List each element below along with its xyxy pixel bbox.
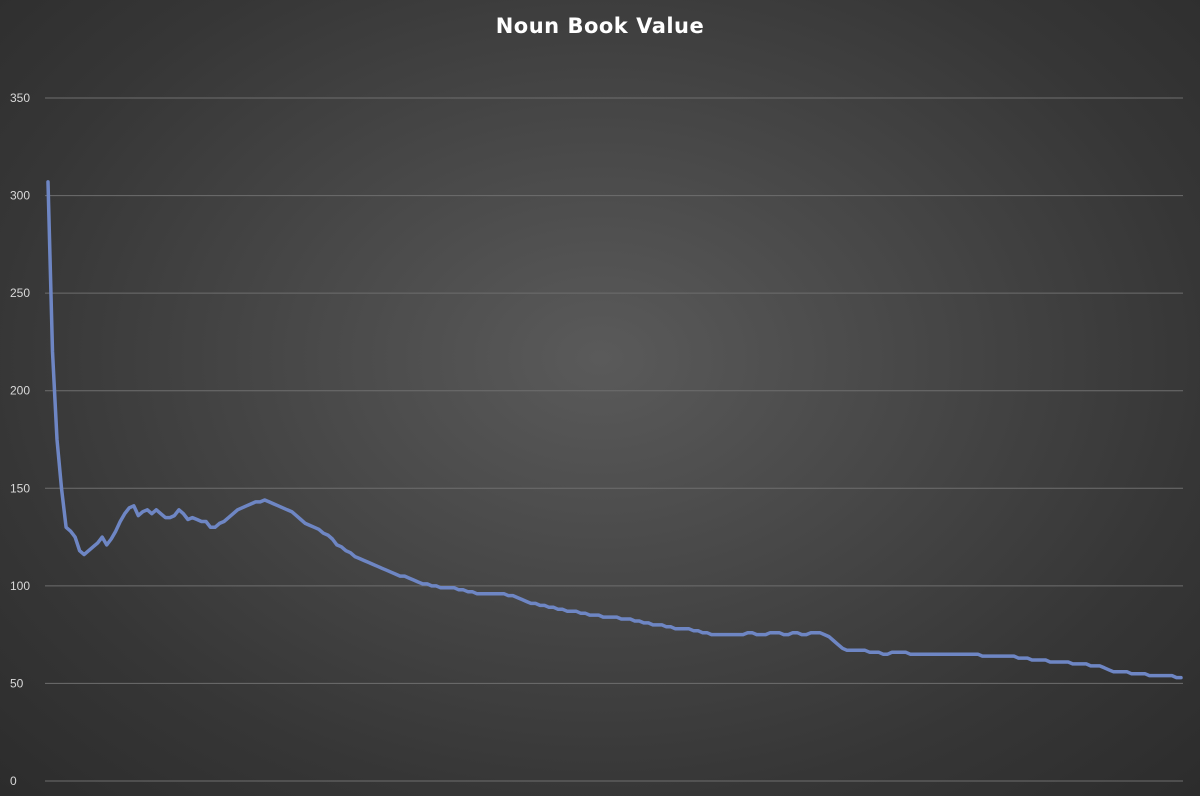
y-tick-label: 100 bbox=[10, 579, 30, 593]
y-tick-label: 300 bbox=[10, 189, 30, 203]
y-tick-label: 350 bbox=[10, 91, 30, 105]
y-axis-tick-labels: 0 50 100 150 200 250 300 350 bbox=[10, 91, 30, 788]
chart-title: Noun Book Value bbox=[495, 14, 705, 38]
y-tick-label: 200 bbox=[10, 384, 30, 398]
y-tick-label: 50 bbox=[10, 676, 24, 690]
gridlines bbox=[45, 97, 1183, 782]
series-layer bbox=[46, 180, 1183, 680]
y-tick-label: 250 bbox=[10, 286, 30, 300]
series-line-1 bbox=[46, 180, 1183, 680]
y-tick-label: 0 bbox=[10, 774, 17, 788]
y-tick-label: 150 bbox=[10, 481, 30, 495]
